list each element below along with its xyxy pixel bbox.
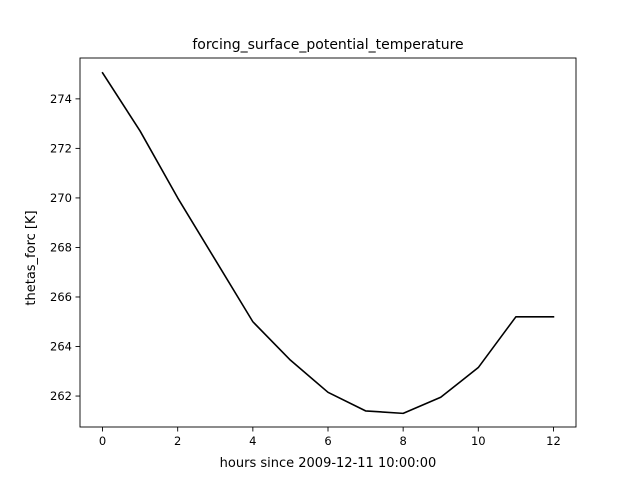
x-tick-label-4: 4 (249, 434, 256, 448)
x-tick-label-6: 6 (324, 434, 331, 448)
y-tick-label-272: 272 (50, 142, 72, 156)
y-tick-label-262: 262 (50, 389, 72, 403)
x-tick-label-12: 12 (546, 434, 561, 448)
y-tick-label-268: 268 (50, 241, 72, 255)
series-line-0 (101, 71, 555, 415)
chart-title: forcing_surface_potential_temperature (192, 37, 463, 53)
plot-area: 0 2 4 6 8 10 12 262 264 266 268 270 272 274 (50, 57, 577, 448)
y-tick-label-264: 264 (50, 340, 72, 354)
x-axis-label: hours since 2009-12-11 10:00:00 (220, 456, 437, 471)
x-tick-label-10: 10 (471, 434, 486, 448)
axes-frame (79, 57, 577, 428)
y-tick-label-266: 266 (50, 290, 72, 304)
x-tick-label-2: 2 (174, 434, 181, 448)
y-tick-label-274: 274 (50, 92, 72, 106)
y-tick-label-270: 270 (50, 191, 72, 205)
x-tick-label-0: 0 (99, 434, 106, 448)
y-axis-label: thetas_forc [K] (24, 210, 39, 305)
x-tick-label-8: 8 (399, 434, 406, 448)
